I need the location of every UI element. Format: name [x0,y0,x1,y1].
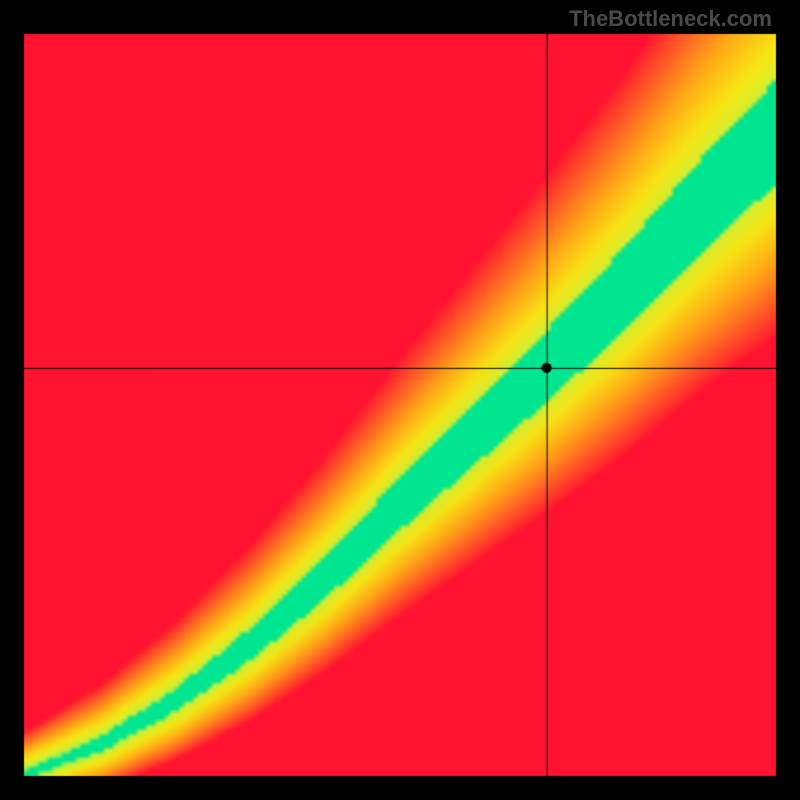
bottleneck-heatmap [0,0,800,800]
watermark-text: TheBottleneck.com [569,6,772,32]
chart-container: TheBottleneck.com [0,0,800,800]
